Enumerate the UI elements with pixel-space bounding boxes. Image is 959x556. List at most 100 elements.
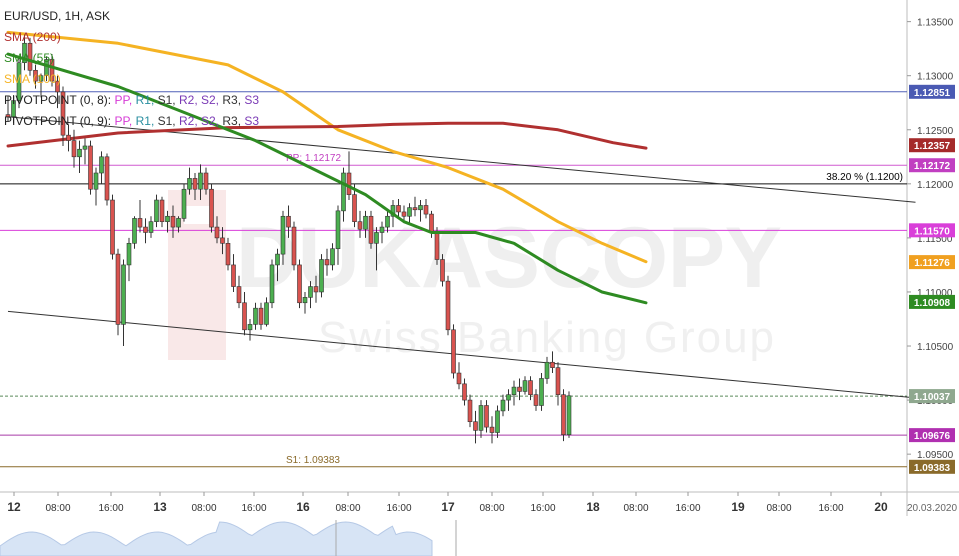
x-tick-label: 18 bbox=[586, 500, 600, 514]
candle-body bbox=[313, 286, 319, 293]
x-tick-label: 12 bbox=[7, 500, 21, 514]
candle-body bbox=[385, 215, 390, 228]
candle-body bbox=[368, 215, 374, 244]
level-price-tag: 1.12851 bbox=[914, 88, 951, 99]
candle-body bbox=[159, 199, 165, 222]
y-tick-label: 1.10500 bbox=[917, 342, 954, 353]
y-tick-label: 1.11000 bbox=[917, 288, 953, 299]
candle-body bbox=[71, 140, 77, 158]
candle-body bbox=[88, 145, 93, 190]
candle-body bbox=[500, 399, 506, 412]
pivot-item-1: R1, bbox=[135, 93, 158, 107]
candle-body bbox=[489, 426, 495, 433]
candle-body bbox=[357, 221, 363, 230]
candle-body bbox=[341, 172, 346, 212]
candle-body bbox=[231, 264, 236, 287]
x-tick-label: 20.03.2020 bbox=[907, 503, 957, 514]
x-tick-label: 16:00 bbox=[386, 503, 411, 514]
level-price-tag-bg bbox=[909, 158, 955, 173]
candle-body bbox=[104, 156, 110, 201]
candle-body bbox=[346, 172, 352, 195]
candle-body bbox=[236, 286, 242, 304]
legend-sma200[interactable]: SMA (200) bbox=[4, 30, 61, 44]
x-tick-label: 16:00 bbox=[675, 503, 700, 514]
pivot-item-1: R1, bbox=[135, 114, 158, 128]
level-price-tag-bg bbox=[909, 459, 955, 474]
legend-sma55[interactable]: SMA (55) bbox=[4, 51, 55, 65]
candle-body bbox=[418, 205, 423, 211]
candle-body bbox=[192, 178, 198, 190]
candle-body bbox=[401, 211, 407, 217]
y-tick-label: 1.13500 bbox=[917, 18, 954, 29]
candle-body bbox=[407, 207, 412, 217]
x-tick-label: 08:00 bbox=[45, 503, 70, 514]
candle-body bbox=[291, 226, 297, 266]
pivot-item-4: S2, bbox=[201, 93, 223, 107]
level-price-tag: 1.09676 bbox=[914, 431, 951, 442]
candle-body bbox=[121, 264, 126, 325]
x-tick-label: 16 bbox=[296, 500, 310, 514]
candle-body bbox=[445, 280, 451, 331]
x-tick-label: 08:00 bbox=[623, 503, 648, 514]
legend-sma100[interactable]: SMA (100) bbox=[4, 72, 61, 86]
candle-body bbox=[379, 226, 385, 233]
level-price-tag-bg bbox=[909, 84, 955, 99]
level-price-tag: 1.11570 bbox=[914, 226, 950, 237]
level-price-tag: 1.09383 bbox=[914, 463, 951, 474]
level-price-tag: 1.12172 bbox=[914, 161, 951, 172]
candle-body bbox=[258, 307, 264, 325]
candle-body bbox=[60, 91, 66, 136]
candle-body bbox=[203, 172, 209, 190]
legend-pivot-9[interactable]: PIVOTPOINT (0, 9): PP, R1, S1, R2, S2, R… bbox=[4, 111, 259, 132]
candle-body bbox=[352, 194, 357, 222]
sma-price-tag: 1.11276 bbox=[914, 258, 950, 269]
pivot-item-2: S1, bbox=[157, 93, 179, 107]
candle-body bbox=[55, 80, 60, 93]
legend-pivot-8[interactable]: PIVOTPOINT (0, 8): PP, R1, S1, R2, S2, R… bbox=[4, 90, 259, 111]
x-tick-label: 08:00 bbox=[479, 503, 504, 514]
sma-price-tag-bg bbox=[909, 255, 955, 270]
candle-body bbox=[308, 286, 313, 298]
candle-body bbox=[93, 172, 99, 190]
candle-body bbox=[363, 215, 368, 230]
x-tick-label: 17 bbox=[441, 500, 455, 514]
candle-body bbox=[209, 188, 214, 228]
candle-body bbox=[506, 394, 511, 401]
candle-body bbox=[280, 215, 286, 255]
candle-body bbox=[22, 42, 27, 64]
candle-body bbox=[517, 386, 522, 392]
candle-body bbox=[423, 205, 429, 215]
candle-body bbox=[170, 215, 176, 228]
candle-body bbox=[555, 367, 561, 395]
candle-body bbox=[528, 380, 533, 395]
candle-body bbox=[302, 297, 308, 304]
candle-body bbox=[115, 253, 121, 325]
candle-body bbox=[225, 242, 231, 266]
level-price-tag: 1.10037 bbox=[914, 392, 951, 403]
candle-body bbox=[38, 75, 44, 82]
pivot-item-3: R2, bbox=[178, 93, 201, 107]
candle-body bbox=[253, 307, 258, 325]
candle-body bbox=[137, 218, 143, 228]
candle-body bbox=[451, 329, 456, 374]
level-text: PP: 1.12172 bbox=[286, 153, 341, 164]
x-tick-label: 20 bbox=[874, 500, 888, 514]
candle-body bbox=[478, 405, 484, 431]
sma200-line bbox=[6, 121, 648, 150]
y-tick-label: 1.09500 bbox=[917, 450, 954, 461]
x-tick-label: 16:00 bbox=[241, 503, 266, 514]
sma-price-tag-bg bbox=[909, 294, 955, 309]
candle-body bbox=[539, 378, 544, 406]
candle-body bbox=[220, 237, 225, 244]
candle-body bbox=[434, 232, 440, 260]
candle-body bbox=[5, 114, 11, 118]
candle-body bbox=[319, 259, 324, 293]
candle-body bbox=[473, 421, 478, 431]
candle-body bbox=[33, 69, 38, 82]
candle-body bbox=[550, 361, 555, 368]
x-tick-label: 16:00 bbox=[818, 503, 843, 514]
level-price-tag-bg bbox=[909, 223, 955, 238]
x-tick-label: 13 bbox=[153, 500, 167, 514]
level-text: 38.20 % (1.1200) bbox=[826, 172, 903, 183]
